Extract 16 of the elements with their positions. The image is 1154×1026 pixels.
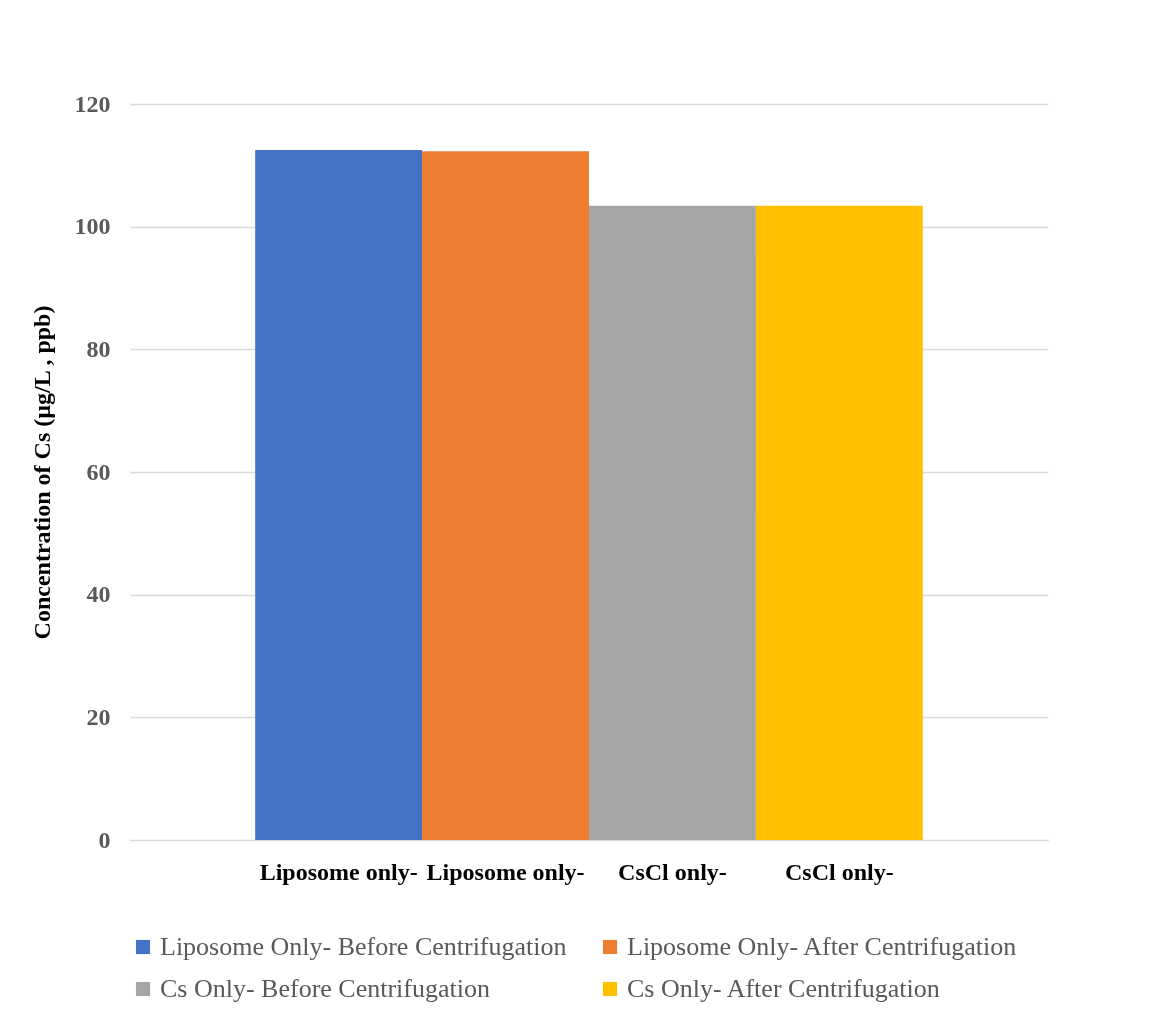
legend-label: Cs Only- After Centrifugation <box>627 974 940 1003</box>
x-tick-label: Liposome only- <box>259 858 418 885</box>
y-tick-label: 100 <box>74 213 111 240</box>
legend-label: Liposome Only- Before Centrifugation <box>160 932 567 961</box>
x-tick-label: CsCl only- <box>618 858 727 885</box>
x-tick-label: Liposome only- <box>426 858 585 885</box>
y-tick-label: 60 <box>86 458 111 485</box>
legend-label: Liposome Only- After Centrifugation <box>627 932 1017 961</box>
y-tick-label: 20 <box>86 703 111 730</box>
y-tick-label: 0 <box>98 826 111 853</box>
y-tick-label: 40 <box>86 581 111 608</box>
legend-label: Cs Only- Before Centrifugation <box>160 974 490 1003</box>
y-axis-title: Concentration of Cs (µg/L , ppb) <box>28 305 55 640</box>
y-tick-label: 80 <box>86 335 111 362</box>
x-tick-label: CsCl only- <box>785 858 894 885</box>
y-tick-label: 120 <box>74 90 111 117</box>
